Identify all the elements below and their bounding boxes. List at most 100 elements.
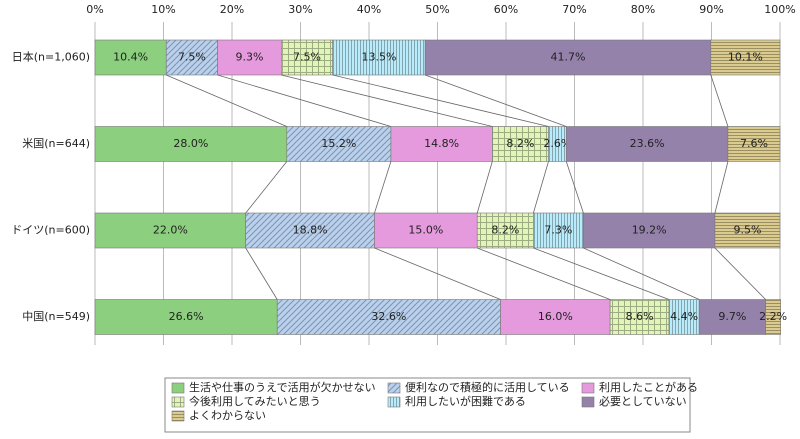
bar-segment (94, 212, 246, 249)
value-label: 7.5% (293, 51, 321, 64)
connector-line (533, 161, 549, 214)
connector-line (166, 74, 287, 127)
legend-swatch (581, 382, 595, 394)
x-tick-label: 0% (86, 3, 103, 16)
value-label: 8.2% (491, 224, 519, 237)
bar-segment (710, 39, 781, 76)
value-label: 9.3% (235, 51, 263, 64)
legend-label: よくわからない (189, 409, 266, 422)
bar-segment (217, 39, 282, 76)
legend-box (164, 377, 691, 433)
bar-segment (390, 126, 493, 162)
legend-label: 必要としていない (599, 395, 687, 408)
bar-segment (424, 39, 712, 76)
bar-segment (281, 39, 333, 76)
legend-swatch (387, 382, 401, 394)
bar-segment (668, 299, 700, 335)
legend-swatch (171, 410, 185, 422)
legend-swatch (171, 396, 185, 408)
connector-line (217, 74, 392, 127)
bar-segment (94, 126, 288, 162)
y-tick-label: ドイツ(n=600) (11, 224, 90, 237)
bar-segment (286, 126, 392, 162)
connector-line (425, 74, 567, 127)
legend-swatch (581, 396, 595, 408)
x-tick-label: 80% (631, 3, 655, 16)
connector-line (245, 161, 288, 214)
x-tick-label: 20% (220, 3, 244, 16)
value-label: 22.0% (153, 224, 188, 237)
value-label: 15.2% (321, 137, 356, 150)
legend-label: 利用したいが困難である (405, 394, 526, 408)
x-tick-label: 60% (494, 3, 518, 16)
value-label: 8.6% (626, 310, 654, 323)
value-label: 9.7% (718, 310, 746, 323)
y-tick-label: 中国(n=549) (22, 310, 90, 323)
value-label: 8.2% (506, 137, 534, 150)
value-label: 16.0% (538, 310, 573, 323)
value-label: 2.2% (759, 310, 787, 323)
connector-line (245, 247, 278, 300)
connector-line (565, 161, 584, 214)
x-tick-label: 40% (357, 3, 381, 16)
value-label: 18.8% (293, 224, 328, 237)
value-label: 2.6% (543, 137, 571, 150)
x-tick-label: 10% (151, 3, 175, 16)
value-label: 19.2% (632, 224, 667, 237)
connector-line (714, 161, 729, 214)
bar-segment (714, 212, 781, 249)
bar-segment (533, 212, 584, 249)
connector-line (533, 247, 670, 300)
legend-swatch (171, 382, 185, 394)
value-label: 28.0% (173, 137, 208, 150)
x-tick-label: 100% (764, 3, 795, 16)
legend-label: 今後利用してみたいと思う (189, 394, 321, 408)
y-tick-label: 米国(n=644) (22, 137, 90, 150)
bar-segment (94, 39, 167, 76)
connector-line (583, 247, 700, 300)
bar-segment (727, 126, 781, 162)
bar-segment (500, 299, 611, 335)
connector-line (374, 161, 392, 214)
x-tick-label: 30% (288, 3, 312, 16)
connector-line (281, 74, 493, 127)
value-label: 13.5% (361, 51, 396, 64)
bar-segment (491, 126, 549, 162)
value-label: 7.5% (178, 51, 206, 64)
bar-segment (698, 299, 766, 335)
bar-segment (765, 299, 781, 335)
value-label: 32.6% (371, 310, 406, 323)
bar-segment (94, 299, 278, 335)
value-label: 7.6% (740, 137, 768, 150)
x-tick-label: 90% (699, 3, 723, 16)
bar-segment (332, 39, 426, 76)
value-label: 26.6% (169, 310, 204, 323)
bar-segment (245, 212, 375, 249)
legend-label: 利用したことがある (599, 380, 698, 394)
value-label: 10.1% (728, 51, 763, 64)
value-label: 9.5% (733, 224, 761, 237)
value-label: 23.6% (630, 137, 665, 150)
x-tick-label: 70% (562, 3, 586, 16)
legend-label: 生活や仕事のうえで活用が欠かせない (189, 380, 376, 394)
connector-line (477, 247, 611, 300)
bar-segment (476, 212, 534, 249)
connector-line (374, 247, 501, 300)
value-label: 15.0% (408, 224, 443, 237)
y-tick-label: 日本(n=1,060) (12, 50, 90, 64)
connector-line (714, 247, 766, 300)
value-label: 4.4% (670, 310, 698, 323)
x-tick-label: 50% (425, 3, 449, 16)
connector-line (332, 74, 549, 127)
legend-label: 便利なので積極的に活用している (405, 380, 570, 394)
connector-line (710, 74, 729, 127)
bar-segment (374, 212, 478, 249)
value-label: 10.4% (113, 51, 148, 64)
bar-segment (276, 299, 501, 335)
bar-segment (583, 212, 716, 249)
connector-line (476, 161, 493, 214)
value-label: 7.3% (544, 224, 572, 237)
value-label: 41.7% (551, 51, 586, 64)
bar-segment (565, 126, 729, 162)
